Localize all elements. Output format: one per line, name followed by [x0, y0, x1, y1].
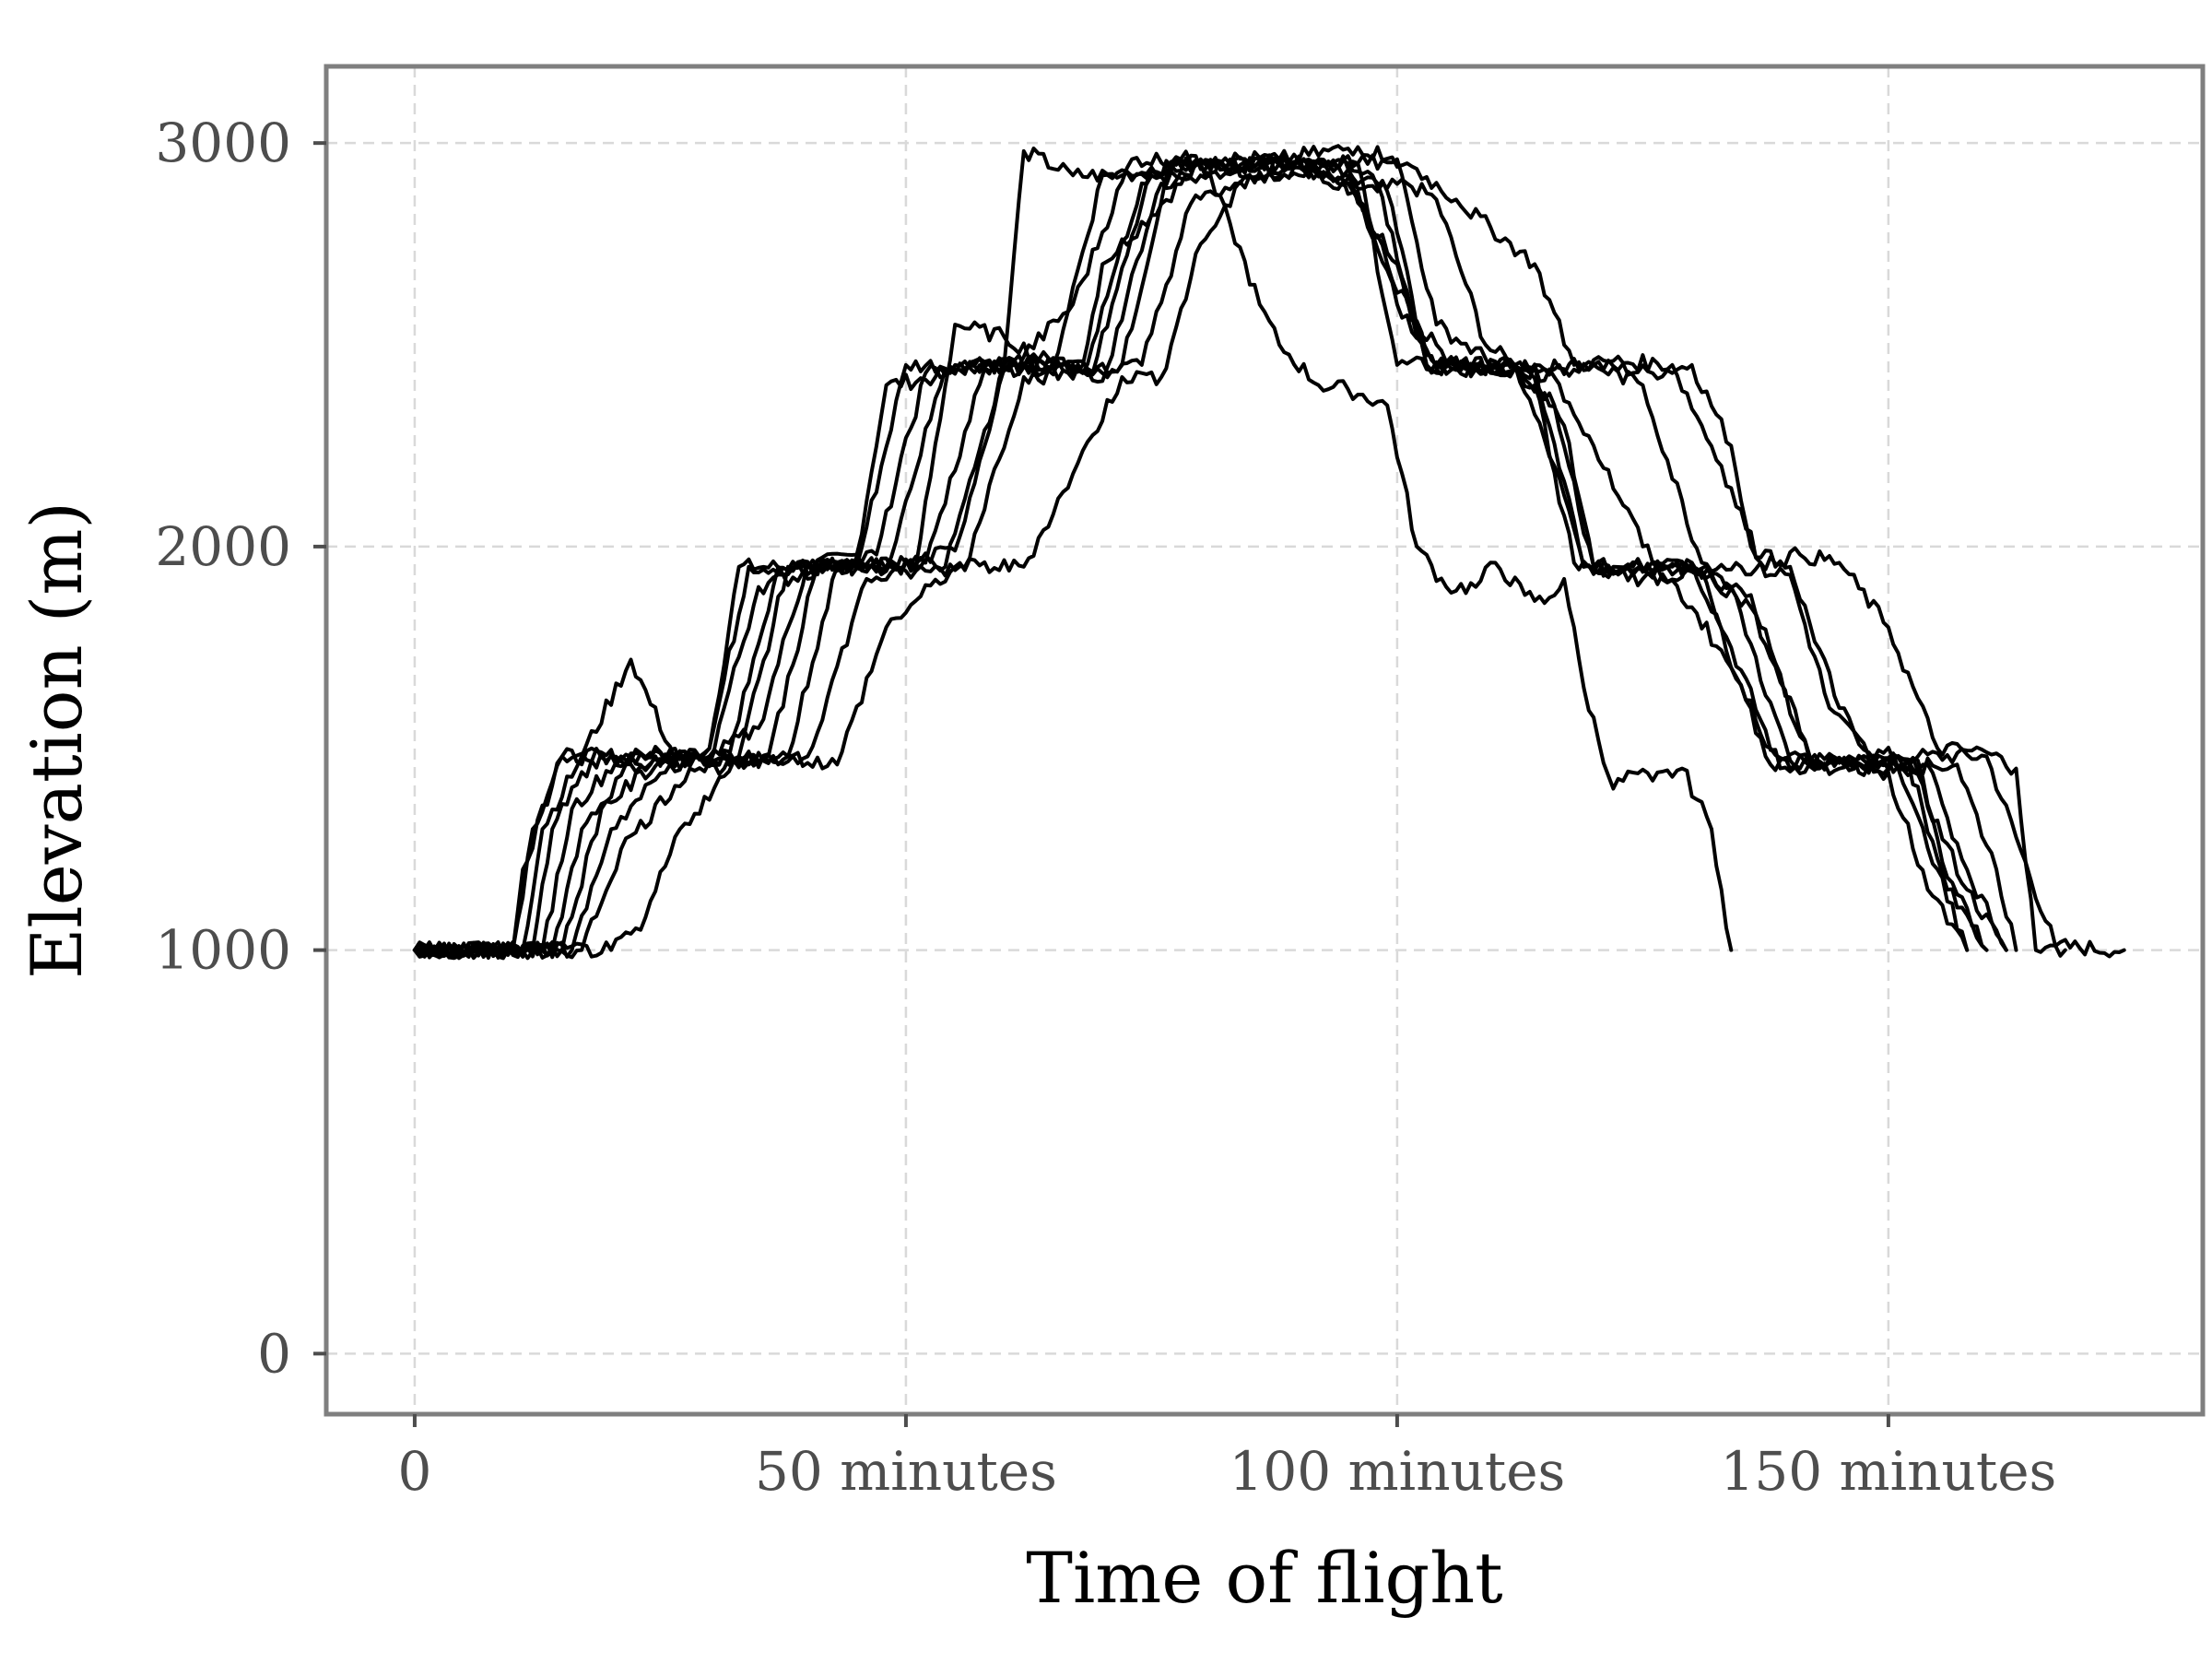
x-tick-label: 150 minutes: [1720, 1440, 2056, 1503]
y-tick-label: 0: [257, 1322, 291, 1385]
grid-layer: [326, 66, 2203, 1414]
tick-layer: 0 50 minutes 100 minutes 150 minutes 0 1000 20…: [155, 112, 2056, 1503]
flight-track-line-8: [412, 156, 1989, 961]
x-tick-label: 100 minutes: [1230, 1440, 1566, 1503]
flight-track-line-1: [412, 158, 2126, 959]
flight-track-line-4: [1710, 827, 1734, 952]
flight-track-line-10: [412, 157, 1989, 960]
x-tick-label: 0: [397, 1440, 431, 1503]
flight-track-line-5: [412, 144, 2018, 961]
flight-track-line-7: [412, 154, 2008, 960]
y-tick-label: 1000: [155, 919, 291, 982]
plot-panel-border: [324, 64, 2206, 1417]
series-layer: [412, 144, 2126, 961]
y-axis-title: Elevation (m): [16, 502, 98, 979]
y-tick-label: 2000: [155, 515, 291, 578]
flight-track-line-11: [412, 168, 1970, 960]
flight-track-line-2: [412, 147, 2008, 961]
y-tick-label: 3000: [155, 112, 291, 174]
flight-track-line-9: [412, 153, 1970, 960]
flight-track-line-6: [412, 153, 2067, 960]
x-axis-title: Time of flight: [1026, 1537, 1502, 1619]
x-tick-label: 50 minutes: [755, 1440, 1057, 1503]
flight-track-line-3: [412, 157, 1713, 961]
